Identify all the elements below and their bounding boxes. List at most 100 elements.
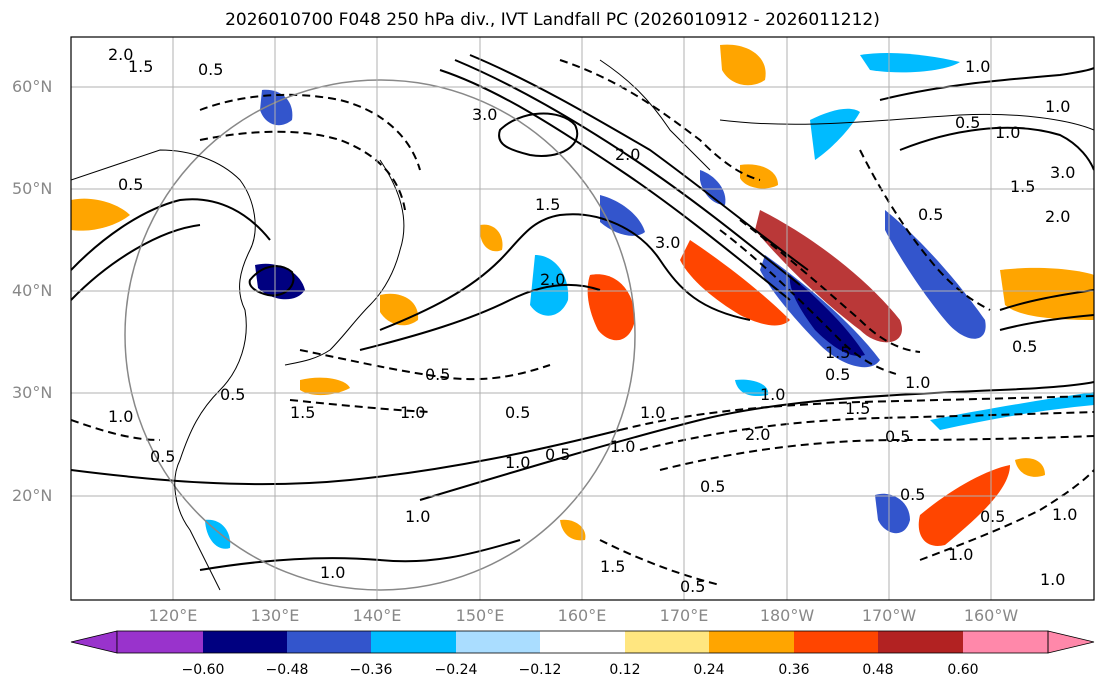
colorbar-swatch [963,631,1048,653]
shade-blob-negative [600,195,645,236]
contour-label: 1.5 [1010,177,1035,196]
contour-label: 1.5 [535,195,560,214]
domain-circle [124,79,636,591]
shade-blob-negative [810,108,860,160]
shade-blob-positive [560,519,586,541]
colorbar-outline [116,630,1049,654]
contour-line [419,381,1094,501]
contour-label: 0.5 [885,427,910,446]
coastline [599,59,711,171]
colorbar-tick-label: 0.48 [862,662,894,678]
contour-line [599,539,721,586]
dashed-contours [71,59,1094,586]
shade-blob-positive [680,240,790,326]
colorbar-swatch [794,631,878,653]
lon-label: 160°E [557,606,607,625]
lon-label: 130°E [250,606,300,625]
contour-line [879,67,1094,101]
lat-label: 60°N [12,77,53,96]
contour-line [71,429,621,486]
shade-blob-positive [720,44,766,86]
shade-blob-positive [1015,458,1045,477]
divergence-shading [71,44,1094,549]
coastlines [71,59,1094,591]
lon-label: 160°W [963,606,1019,625]
contour-label: 0.5 [1012,337,1037,356]
colorbar-swatch [287,631,371,653]
contour-label: 2.0 [108,45,133,64]
contour-line [659,435,1094,471]
contour-label: 1.0 [965,57,990,76]
contour-label: 1.5 [128,57,153,76]
contour-label: 1.5 [600,557,625,576]
shade-blob-negative [789,275,865,356]
colorbar [70,630,1095,654]
contour-label: 1.0 [400,403,425,422]
contour-line [299,349,551,381]
contour-label: 0.5 [425,365,450,384]
contour-line [619,395,1094,431]
colorbar-extend-max [1047,630,1095,654]
contour-label: 1.0 [1052,505,1077,524]
colorbar-swatch [371,631,456,653]
contour-line [289,399,431,413]
contour-line [919,469,1094,561]
contour-label: 3.0 [655,233,680,252]
contour-label: 3.0 [1050,163,1075,182]
solid-contours [71,54,1094,571]
contour-label: 0.5 [825,365,850,384]
contour-label: 1.0 [405,507,430,526]
contour-line [559,59,761,181]
contour-line [439,69,791,301]
shade-blob-positive [1000,267,1094,320]
shade-blob-negative [530,255,569,316]
contour-label: 1.0 [505,453,530,472]
contour-line [199,130,406,211]
contour-line [719,229,901,376]
contour-label: 1.0 [905,373,930,392]
colorbar-swatch [709,631,794,653]
contour-labels: 2.0 1.5 0.5 0.5 3.0 2.0 1.0 1.0 0.5 1.0 … [108,45,1077,596]
contour-label: 0.5 [955,113,980,132]
contour-label: 0.5 [900,485,925,504]
contour-label: 0.5 [198,60,223,79]
contour-line [469,54,809,271]
lon-label: 140°E [352,606,402,625]
lat-label: 20°N [12,486,53,505]
shade-blob-negative [875,493,910,534]
shade-blob-negative [860,52,960,73]
contour-label: 1.5 [290,403,315,422]
contour-line [71,198,271,271]
plot-title: 2026010700 F048 250 hPa div., IVT Landfa… [225,10,880,30]
shade-blob-positive [918,465,1010,546]
lon-label: 120°E [148,606,198,625]
gridlines [71,37,1094,600]
shade-blob-negative [930,392,1094,430]
colorbar-swatch [456,631,540,653]
contour-line [739,219,921,353]
contour-label: 0.5 [700,477,725,496]
contour-line [639,411,1094,451]
lon-label: 170°E [659,606,709,625]
contour-label: 0.5 [118,175,143,194]
shade-blob-positive [755,210,902,343]
contour-line [859,149,991,311]
contour-line [999,314,1094,331]
map-frame [70,36,1095,601]
colorbar-swatch [203,631,287,653]
colorbar-tick-label: −0.48 [265,662,309,678]
coastline [71,149,256,591]
lat-label: 50°N [12,179,53,198]
contour-label: 0.5 [545,445,570,464]
shade-blob-positive [740,164,778,189]
contour-label: 1.0 [948,545,973,564]
colorbar-tick-label: −0.60 [181,662,225,678]
lat-label: 40°N [12,281,53,300]
contour-label: 1.0 [995,123,1020,142]
contour-label: 0.5 [220,385,245,404]
colorbar-extend-min [70,630,118,654]
shade-blob-positive [300,377,350,396]
contour-label: 2.0 [745,425,770,444]
lon-label: 170°W [861,606,917,625]
